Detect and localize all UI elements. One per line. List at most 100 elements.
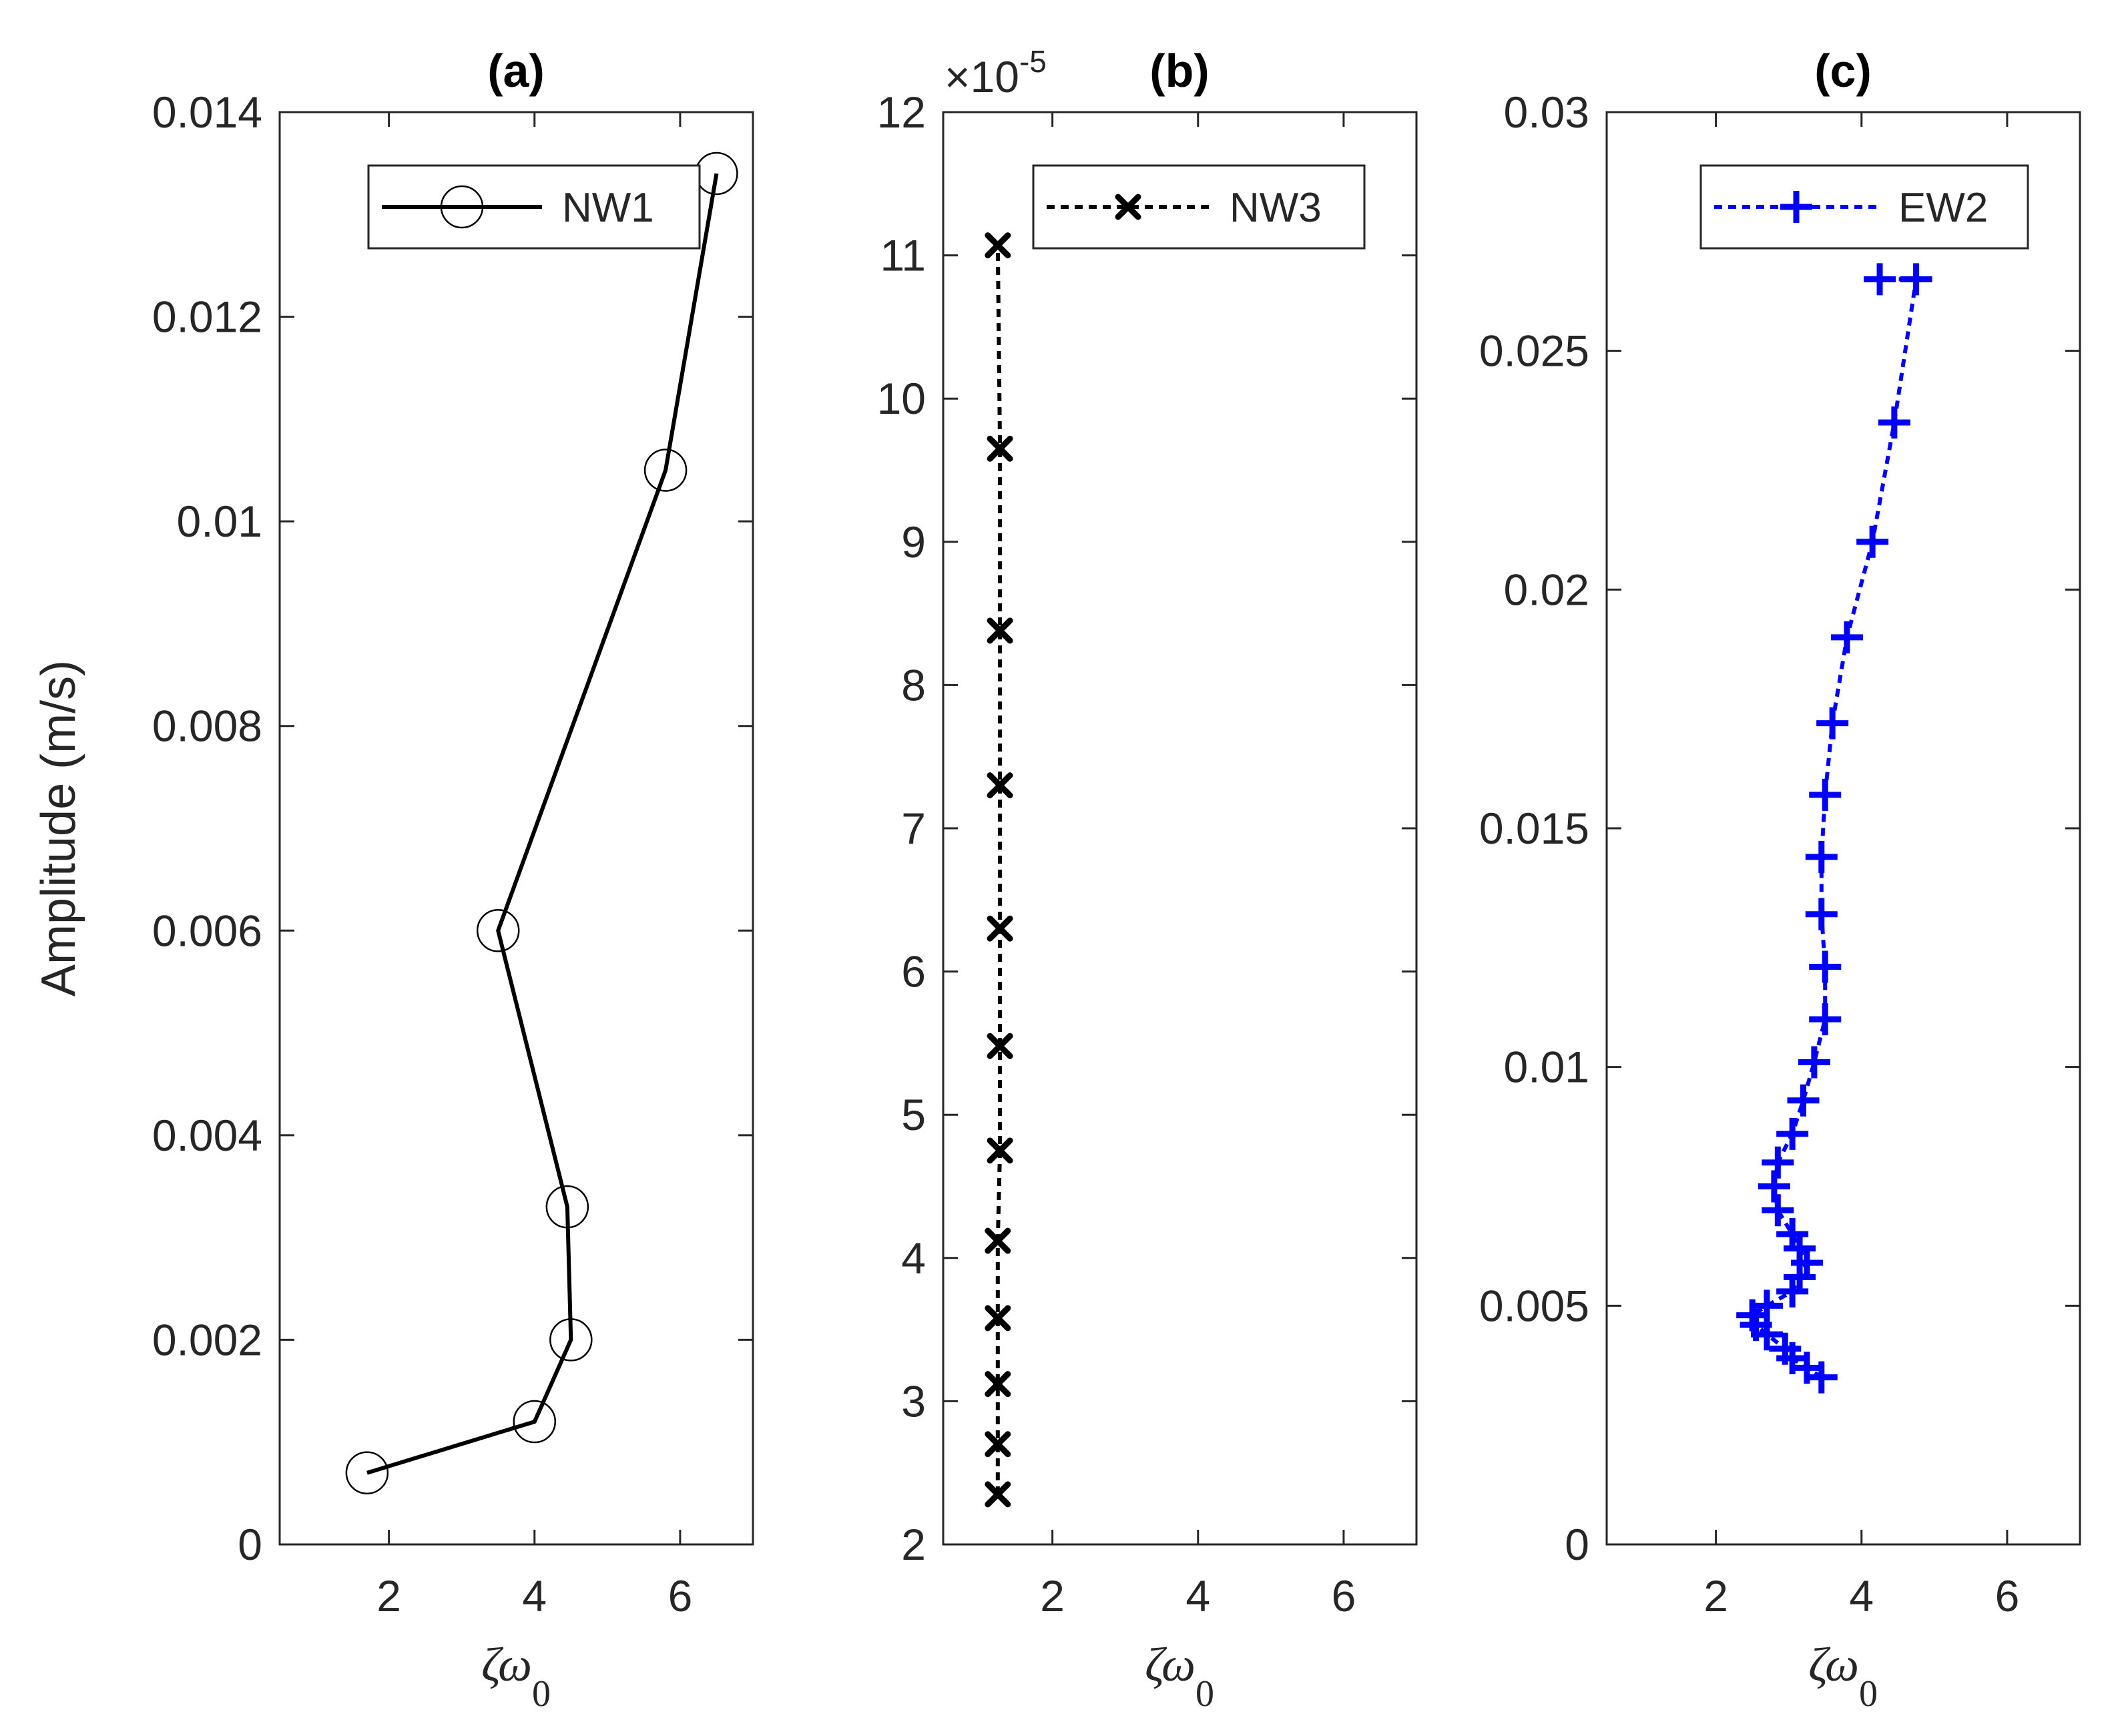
panel-b-data-point-stroke-2 (987, 915, 1013, 942)
panel-b-lines (995, 245, 1003, 1494)
panel-a-y-axis-label: Amplitude (m/s) (32, 660, 85, 996)
panel-b-x-tick-label: 6 (1332, 1571, 1356, 1621)
panel-b-data-point-stroke-2 (985, 232, 1011, 259)
panel-b-ticks: 2 4 6 2 3 4 5 6 7 8 9 10 11 12 (877, 87, 1416, 1621)
panel-c-data-point (1758, 1170, 1790, 1203)
panel-a-legend-label: NW1 (562, 185, 654, 231)
panel-b-data-point (985, 232, 1011, 259)
panel-a-x-tick-label: 2 (376, 1571, 401, 1621)
panel-c-x-axis-label: ζω0 (1808, 1638, 1878, 1715)
panel-b: (b) ×10-5 2 4 6 2 3 4 5 6 7 8 9 10 11 12 NW3 ζω0 (877, 44, 1418, 1715)
panel-a-x-tick-label: 6 (668, 1571, 693, 1621)
panel-c-legend-box (1699, 164, 2029, 250)
panel-b-data-point (987, 1033, 1013, 1059)
panel-c-data-point (1776, 1218, 1809, 1251)
panel-c-data-point (1750, 1289, 1783, 1322)
panel-c-ticks: 2 4 6 0 0.005 0.01 0.015 0.02 0.025 0.03 (1479, 87, 2080, 1621)
panel-a-y-tick-label: 0.004 (152, 1111, 262, 1160)
panel-b-data-point (987, 772, 1013, 799)
panel-b-y-tick-label: 8 (901, 660, 926, 709)
panel-a-series-line (366, 173, 719, 1475)
panel-c-data-point (1809, 950, 1842, 983)
panel-b-data-point (985, 1431, 1011, 1458)
panel-c-y-tick-label: 0.015 (1479, 804, 1589, 853)
panel-b-data-point (985, 1305, 1011, 1332)
panel-b-data-point-stroke-2 (985, 1227, 1011, 1254)
panel-c-data-point (1816, 707, 1849, 740)
panel-a-y-tick-label: 0.014 (152, 87, 262, 137)
panel-b-x-tick-label: 2 (1040, 1571, 1065, 1621)
panel-b-y-tick-label: 7 (901, 804, 926, 853)
panel-b-data-point (987, 1137, 1013, 1164)
panel-b-y-tick-label: 2 (901, 1520, 926, 1569)
panel-c-data-point (1776, 1275, 1809, 1308)
panel-b-x-axis-label: ζω0 (1145, 1638, 1214, 1715)
panel-b-y-tick-label: 5 (901, 1090, 926, 1139)
panel-a-markers (345, 152, 738, 1494)
panel-b-x-tick-label: 4 (1185, 1571, 1210, 1621)
panel-c-data-point (1809, 778, 1842, 811)
panel-a-y-tick-label: 0 (238, 1520, 262, 1569)
panel-b-data-point (985, 1371, 1011, 1398)
panel-c-data-point (1856, 525, 1889, 558)
panel-b-legend-marker-stroke-2 (1115, 194, 1141, 220)
panel-b-data-point-stroke-2 (985, 1431, 1011, 1458)
panel-a-data-point (549, 1318, 593, 1362)
panel-c-title: (c) (1814, 45, 1872, 97)
panel-c-y-tick-label: 0 (1565, 1520, 1589, 1569)
panel-b-legend-sample (1047, 194, 1210, 220)
panel-c-data-point (1787, 1084, 1820, 1117)
panel-b-y-tick-label: 9 (901, 517, 926, 567)
panel-c-legend-label: EW2 (1898, 185, 1988, 231)
panel-a-data-point (476, 909, 520, 952)
panel-a-ticks: 2 4 6 0 0.002 0.004 0.006 0.008 0.01 0.012 0.014 (152, 87, 753, 1621)
panel-b-y-tick-label: 10 (877, 374, 926, 423)
panel-c-x-tick-label: 6 (1995, 1571, 2020, 1621)
panel-a-data-point (513, 1400, 557, 1444)
panel-b-data-point-stroke-2 (985, 1481, 1011, 1508)
panel-a-axes (278, 111, 754, 1546)
panel-b-legend-box (1032, 164, 1366, 250)
panel-a-legend: NW1 (367, 164, 701, 250)
panel-b-data-point-stroke-2 (987, 435, 1013, 462)
panel-c-y-tick-label: 0.03 (1504, 87, 1589, 137)
panel-a-title: (a) (487, 45, 545, 97)
panel-b-y-exponent: ×10-5 (945, 44, 1047, 101)
panel-a-data-point (345, 1451, 389, 1494)
panel-c-data-point (1830, 621, 1863, 653)
panel-c-data-point (1776, 1117, 1809, 1150)
panel-c-y-tick-label: 0.01 (1504, 1043, 1589, 1092)
panel-b-data-point (987, 435, 1013, 462)
panel-c-markers (1736, 263, 1932, 1394)
panel-b-y-tick-label: 3 (901, 1376, 926, 1426)
panel-c-data-point (1762, 1194, 1794, 1227)
panel-b-data-point-stroke-2 (985, 1371, 1011, 1398)
panel-c-data-point (1769, 1332, 1802, 1365)
panel-c-data-point (1809, 1003, 1842, 1036)
panel-a: (a) 2 4 6 0 0.002 0.004 0.006 0.008 0.01 0.012 0.0… (32, 45, 754, 1715)
panel-c-y-tick-label: 0.005 (1479, 1281, 1589, 1330)
panel-b-series-line (995, 245, 1003, 1494)
panel-b-data-point-stroke-2 (987, 617, 1013, 644)
panel-a-legend-marker (440, 185, 484, 229)
panel-c-x-tick-label: 4 (1849, 1571, 1874, 1621)
panel-a-y-tick-label: 0.008 (152, 701, 262, 751)
panel-c-y-tick-label: 0.025 (1479, 326, 1589, 376)
panel-c-data-point (1762, 1146, 1794, 1179)
panel-b-legend-label: NW3 (1230, 185, 1322, 231)
panel-c-data-point (1878, 406, 1910, 439)
panel-a-legend-sample (382, 185, 542, 229)
panel-c-data-point (1784, 1232, 1816, 1265)
panel-b-y-tick-label: 11 (880, 231, 926, 280)
panel-a-data-point (643, 449, 688, 492)
panel-a-y-tick-label: 0.012 (152, 292, 262, 342)
panel-b-legend-marker (1115, 194, 1141, 220)
panel-b-markers (985, 232, 1013, 1508)
panel-c-data-point (1864, 263, 1896, 296)
panel-b-data-point-stroke-2 (987, 1033, 1013, 1059)
panel-c-data-point (1790, 1246, 1823, 1279)
panel-a-y-tick-label: 0.01 (177, 497, 262, 546)
